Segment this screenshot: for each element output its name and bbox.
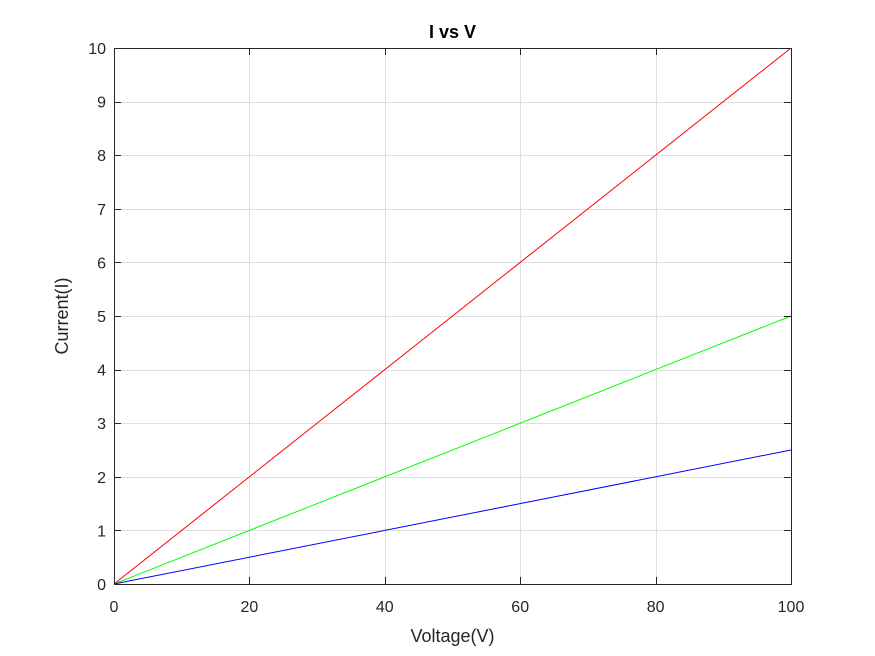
axis-ticks xyxy=(114,48,792,585)
y-tick-label: 5 xyxy=(97,309,106,326)
series-line-1 xyxy=(113,47,792,585)
y-tick-label: 3 xyxy=(97,416,106,433)
data-series xyxy=(113,47,792,585)
y-tick-label: 2 xyxy=(97,470,106,487)
x-tick-label: 20 xyxy=(241,599,259,616)
x-tick-label: 0 xyxy=(110,599,119,616)
y-tick-label: 9 xyxy=(97,95,106,112)
y-tick-label: 8 xyxy=(97,148,106,165)
y-axis-title: Current(I) xyxy=(52,277,72,354)
series-line-2 xyxy=(113,315,792,585)
y-tick-label: 4 xyxy=(97,363,106,380)
tick-labels: 0 20 40 60 80 100 0 1 2 3 4 5 6 7 8 9 10 xyxy=(88,41,804,616)
y-tick-label: 6 xyxy=(97,255,106,272)
series-line-3 xyxy=(113,449,792,585)
x-axis-title: Voltage(V) xyxy=(410,626,494,646)
y-tick-label: 7 xyxy=(97,202,106,219)
y-tick-label: 10 xyxy=(88,41,106,58)
chart-title: I vs V xyxy=(429,22,476,42)
x-tick-label: 40 xyxy=(376,599,394,616)
y-tick-label: 1 xyxy=(97,523,106,540)
x-tick-label: 80 xyxy=(647,599,665,616)
x-tick-label: 60 xyxy=(511,599,529,616)
y-tick-label: 0 xyxy=(97,577,106,594)
grid-lines xyxy=(114,48,791,584)
x-tick-label: 100 xyxy=(778,599,805,616)
